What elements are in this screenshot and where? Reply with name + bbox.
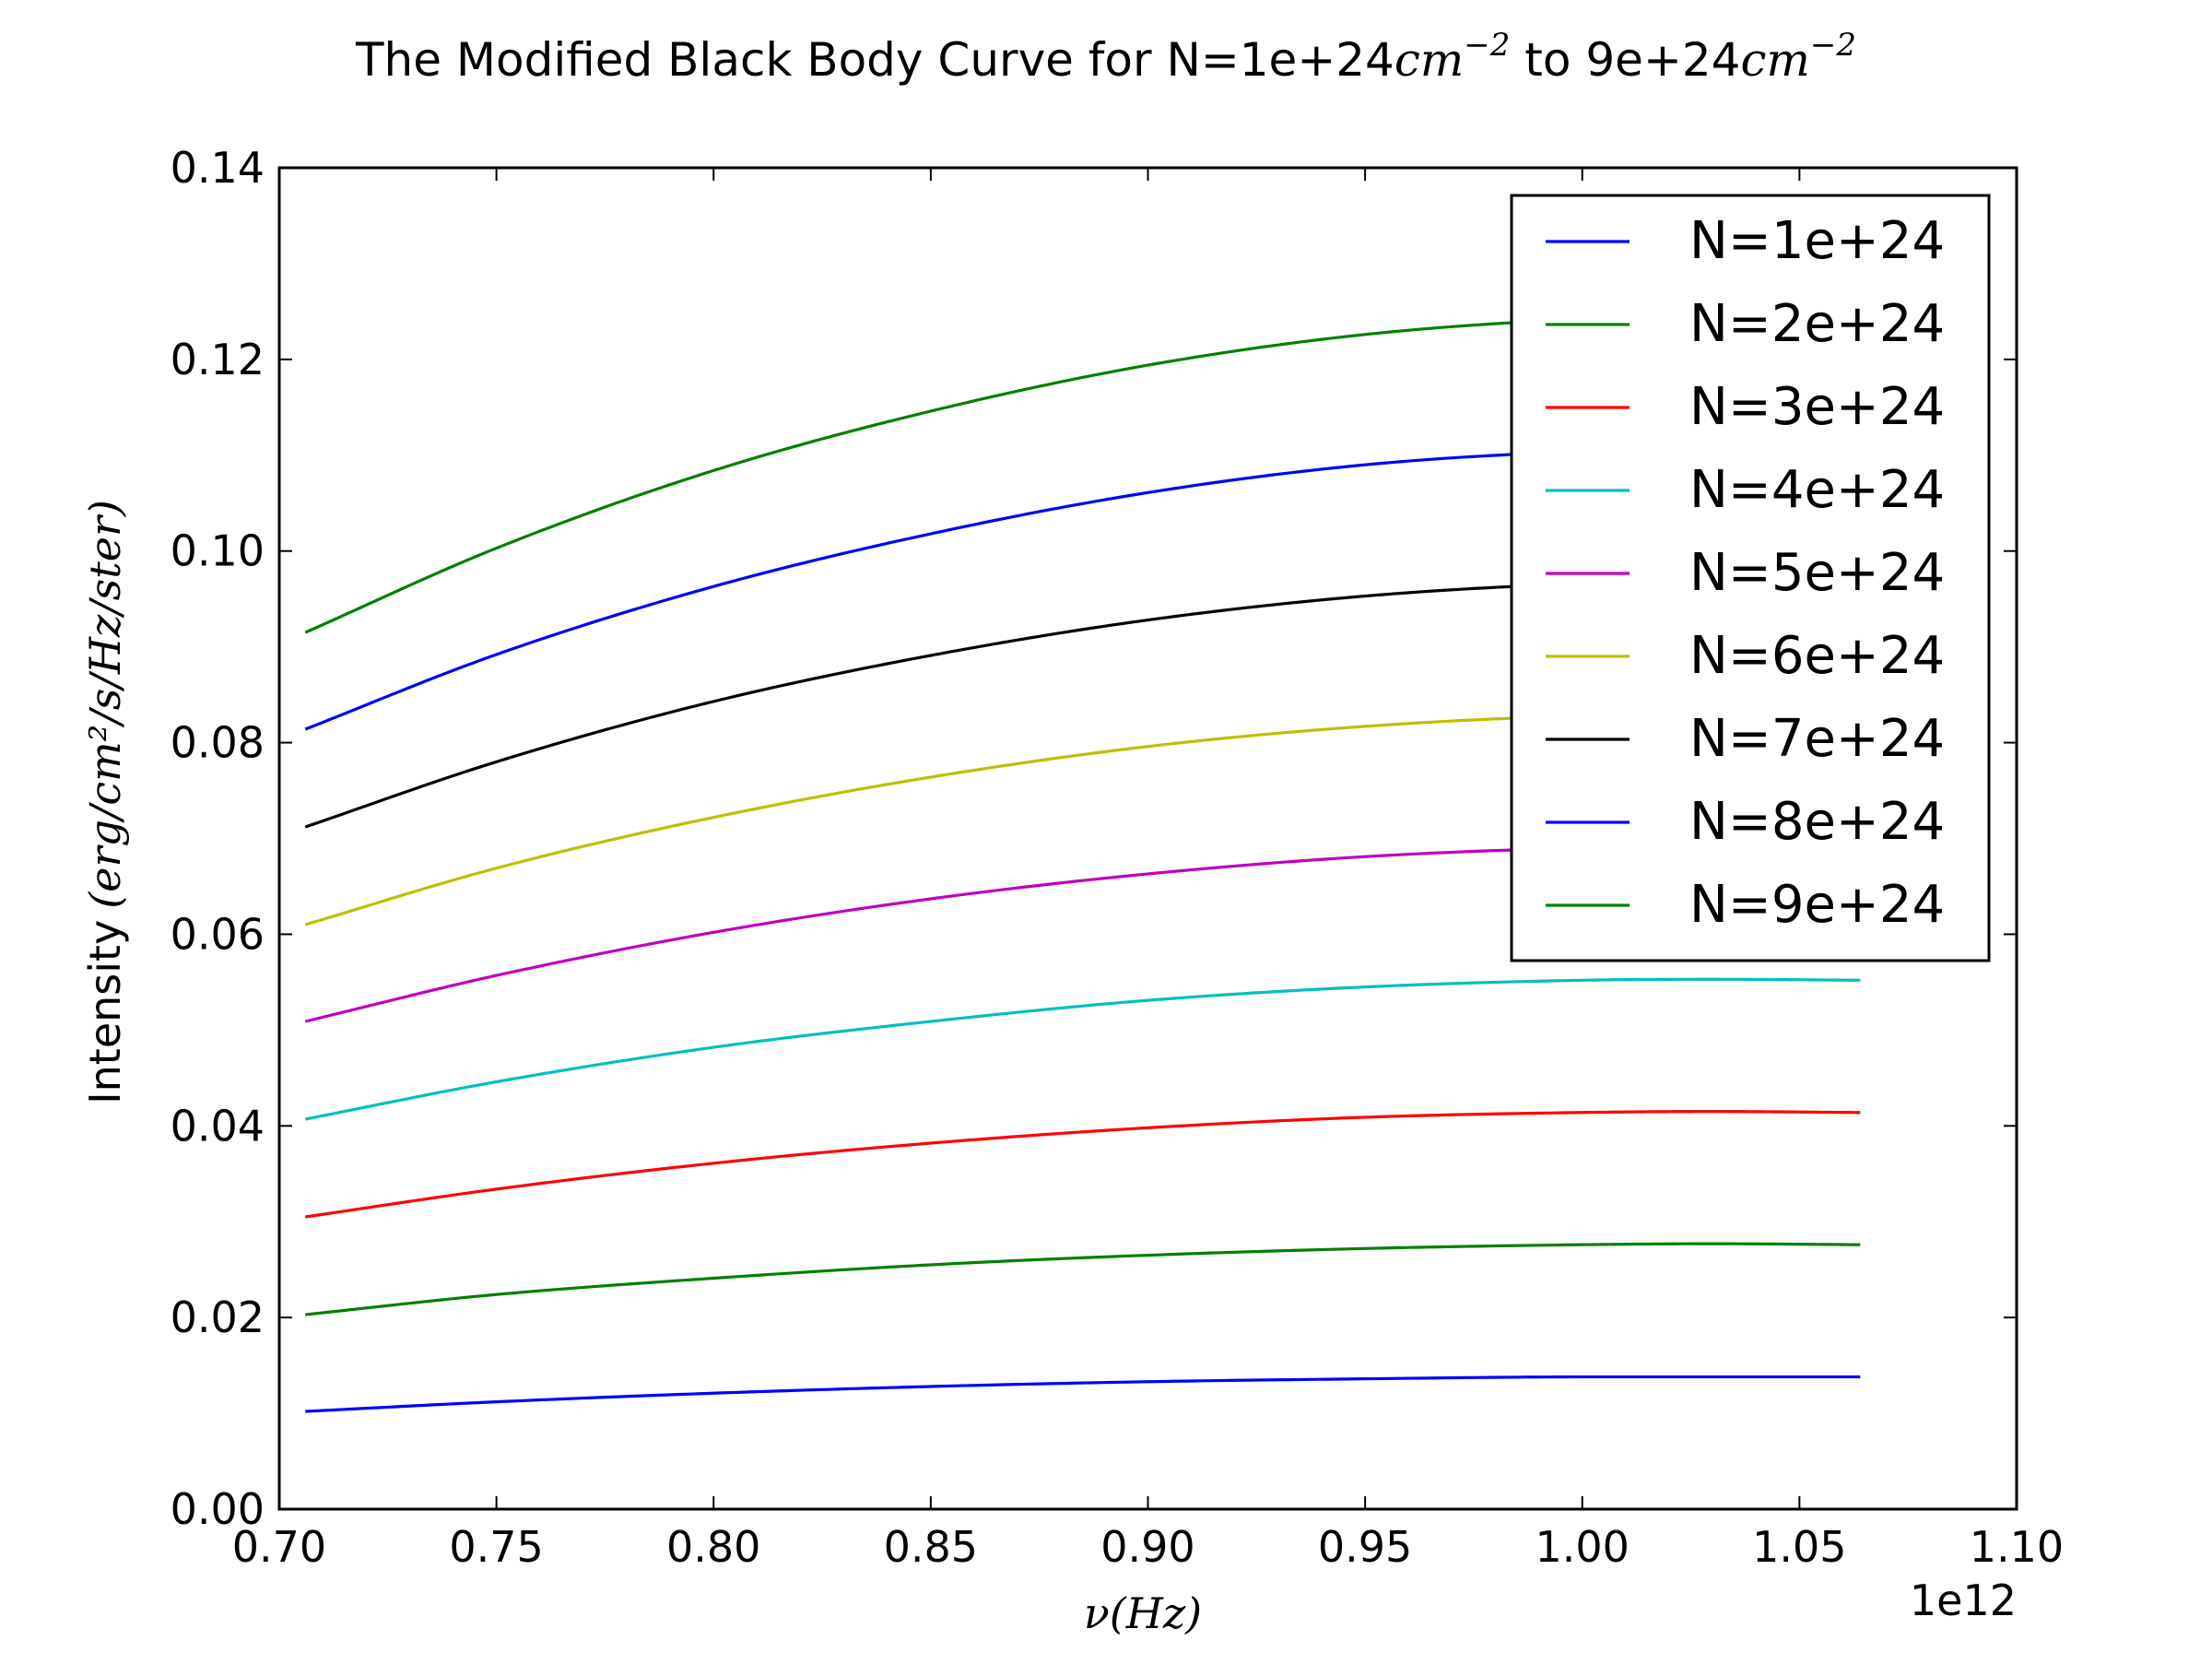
legend-label: N=2e+24	[1689, 294, 1945, 354]
x-tick-label: 1.05	[1752, 1522, 1846, 1572]
legend-entry: N=4e+24	[1546, 460, 1945, 520]
tick-layer: 0.70 0.75 0.80 0.85 0.90 0.95 1.00 1.05 1.10 0.00…	[171, 143, 2065, 1572]
legend-items: N=1e+24 N=2e+24 N=3e+24 N=4e+24 N=5e+24 N=6e+…	[1546, 211, 1945, 935]
y-axis-label: Intensity (erg/cm²/s/Hz/ster)	[80, 500, 130, 1104]
x-tick-label: 0.75	[449, 1522, 543, 1572]
legend-entry: N=6e+24	[1546, 626, 1945, 686]
legend-entry: N=3e+24	[1546, 377, 1945, 437]
y-axis-label-units: (erg/cm²/s/Hz/ster)	[80, 500, 130, 909]
legend-label: N=3e+24	[1689, 377, 1945, 437]
chart-title: The Modified Black Body Curve for N=1e+2…	[355, 27, 1856, 87]
y-tick-label: 0.14	[171, 143, 265, 193]
y-tick-label: 0.02	[171, 1292, 265, 1342]
y-tick-label: 0.12	[171, 335, 265, 384]
legend: N=1e+24 N=2e+24 N=3e+24 N=4e+24 N=5e+24 N=6e+…	[1510, 194, 1991, 962]
legend-label: N=8e+24	[1689, 792, 1945, 852]
legend-label: N=4e+24	[1689, 460, 1945, 520]
legend-label: N=7e+24	[1689, 709, 1945, 769]
series-line-3	[305, 1110, 1861, 1219]
x-tick-label: 0.80	[666, 1522, 760, 1572]
legend-entry: N=2e+24	[1546, 294, 1945, 354]
legend-box	[1510, 194, 1991, 962]
plot-area: 0.70 0.75 0.80 0.85 0.90 0.95 1.00 1.05 1.10 0.00…	[171, 143, 2065, 1572]
y-tick-label: 0.08	[171, 718, 265, 768]
chart-title-exp-1: −2	[1464, 27, 1510, 64]
legend-label: N=6e+24	[1689, 626, 1945, 686]
chart-title-text: The Modified Black Body Curve for N=1e+2…	[355, 33, 1394, 87]
x-axis-label: ν(Hz)	[1084, 1588, 1202, 1638]
x-tick-label: 0.90	[1100, 1522, 1194, 1572]
plot-frame	[277, 166, 2018, 1511]
x-tick-label: 0.95	[1318, 1522, 1412, 1572]
x-tick-label: 1.00	[1535, 1522, 1630, 1572]
legend-entry: N=8e+24	[1546, 792, 1945, 852]
legend-entry: N=1e+24	[1546, 211, 1945, 271]
chart-title-exp-2: −2	[1810, 27, 1856, 64]
legend-label: N=9e+24	[1689, 875, 1945, 935]
legend-entry: N=5e+24	[1546, 543, 1945, 603]
y-axis-label-text: Intensity	[80, 920, 130, 1104]
legend-label: N=1e+24	[1689, 211, 1945, 271]
series-line-1	[305, 1375, 1861, 1413]
series-line-2	[305, 1242, 1861, 1316]
series-line-4	[304, 977, 1861, 1121]
y-tick-label: 0.00	[171, 1484, 265, 1534]
x-tick-label: 0.85	[884, 1522, 978, 1572]
y-tick-label: 0.04	[171, 1101, 265, 1151]
y-tick-label: 0.06	[171, 909, 265, 959]
x-tick-label: 1.10	[1970, 1522, 2064, 1572]
chart-title-unit-1: cm	[1394, 33, 1464, 87]
legend-entry: N=7e+24	[1546, 709, 1945, 769]
legend-label: N=5e+24	[1689, 543, 1945, 603]
x-axis-offset-label: 1e12	[1910, 1575, 2017, 1625]
chart-title-mid: to 9e+24	[1510, 33, 1740, 87]
x-tick-label: 0.70	[232, 1522, 326, 1572]
chart-title-unit-2: cm	[1740, 33, 1809, 87]
legend-entry: N=9e+24	[1546, 875, 1945, 935]
y-tick-label: 0.10	[171, 526, 265, 576]
